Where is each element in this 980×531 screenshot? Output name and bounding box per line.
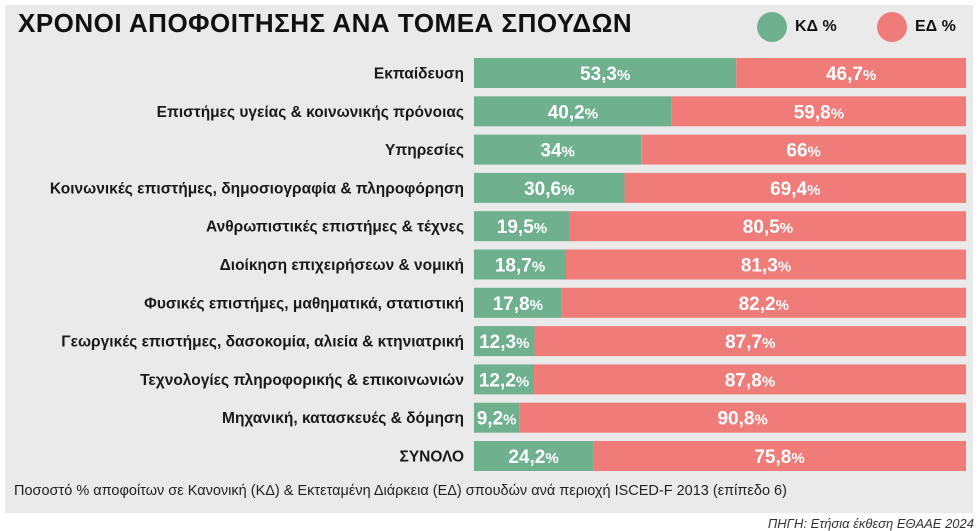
bar-ed [534, 326, 966, 357]
bar-ed [534, 364, 966, 395]
bar-kd [474, 58, 737, 88]
value-label-kd: 34% [540, 141, 574, 162]
bar-ed [561, 287, 966, 318]
bar-kd [474, 441, 594, 471]
value-label-ed: 66% [786, 141, 820, 162]
bar-ed [519, 402, 966, 433]
category-label: Εκπαίδευση [374, 66, 464, 83]
legend-item-ed: ΕΔ % [877, 12, 956, 42]
value-label-kd: 12,2% [479, 370, 529, 391]
chart-footnote: Ποσοστό % αποφοίτων σε Κανονική (ΚΔ) & Ε… [14, 483, 787, 499]
value-label-kd: 17,8% [493, 294, 543, 315]
category-label: Υπηρεσίες [385, 142, 464, 159]
value-label-ed: 69,4% [770, 179, 820, 200]
legend-item-kd: ΚΔ % [757, 12, 837, 42]
bar-kd [474, 364, 535, 395]
value-label-ed: 87,7% [725, 332, 775, 353]
value-label-ed: 46,7% [826, 64, 876, 85]
value-label-kd: 30,6% [524, 179, 574, 200]
value-label-kd: 19,5% [497, 217, 547, 238]
value-label-kd: 24,2% [508, 447, 558, 468]
category-label: Μηχανική, κατασκευές & δόμηση [222, 410, 464, 427]
value-label-kd: 18,7% [495, 256, 545, 277]
value-label-ed: 59,8% [794, 102, 844, 123]
legend-label-ed: ΕΔ % [915, 18, 956, 35]
value-label-ed: 90,8% [717, 409, 767, 430]
value-label-kd: 12,3% [479, 332, 529, 353]
bar-ed [624, 172, 966, 203]
legend-swatch-kd [757, 12, 787, 42]
bar-kd [474, 96, 672, 127]
bar-kd [474, 249, 567, 280]
category-label: ΣΥΝΟΛΟ [400, 449, 464, 466]
bar-ed [593, 441, 966, 471]
bar-kd [474, 211, 570, 242]
bar-kd [474, 326, 535, 357]
bar-kd [474, 287, 562, 318]
chart-title: ΧΡΟΝΟΙ ΑΠΟΦΟΙΤΗΣΗΣ ΑΝΑ ΤΟΜΕΑ ΣΠΟΥΔΩΝ [18, 8, 633, 38]
value-label-kd: 9,2% [477, 409, 517, 430]
category-label: Επιστήμες υγείας & κοινωνικής πρόνοιας [157, 104, 464, 121]
bar-ed [736, 58, 966, 88]
value-label-kd: 40,2% [548, 102, 598, 123]
bar-kd [474, 134, 642, 165]
category-label: Διοίκηση επιχειρήσεων & νομική [220, 257, 464, 274]
value-label-ed: 87,8% [725, 370, 775, 391]
bar-ed [671, 96, 966, 127]
chart-source: ΠΗΓΗ: Ετήσια έκθεση ΕΘΑΑΕ 2024 [767, 516, 974, 531]
value-label-ed: 82,2% [739, 294, 789, 315]
legend-label-kd: ΚΔ % [795, 18, 837, 35]
category-label: Ανθρωπιστικές επιστήμες & τέχνες [206, 219, 464, 236]
category-label: Γεωργικές επιστήμες, δασοκομία, αλιεία &… [61, 334, 464, 351]
bar-ed [569, 211, 966, 242]
value-label-kd: 53,3% [580, 64, 630, 85]
bar-ed [641, 134, 966, 165]
value-label-ed: 75,8% [754, 447, 804, 468]
value-label-ed: 80,5% [743, 217, 793, 238]
bar-kd [474, 402, 520, 433]
bar-ed [566, 249, 966, 280]
category-label: Τεχνολογίες πληροφορικής & επικοινωνιών [140, 372, 464, 389]
category-label: Φυσικές επιστήμες, μαθηματικά, στατιστικ… [144, 295, 464, 312]
value-label-ed: 81,3% [741, 256, 791, 277]
bar-kd [474, 172, 625, 203]
legend-swatch-ed [877, 12, 907, 42]
category-label: Κοινωνικές επιστήμες, δημοσιογραφία & πλ… [50, 180, 464, 197]
